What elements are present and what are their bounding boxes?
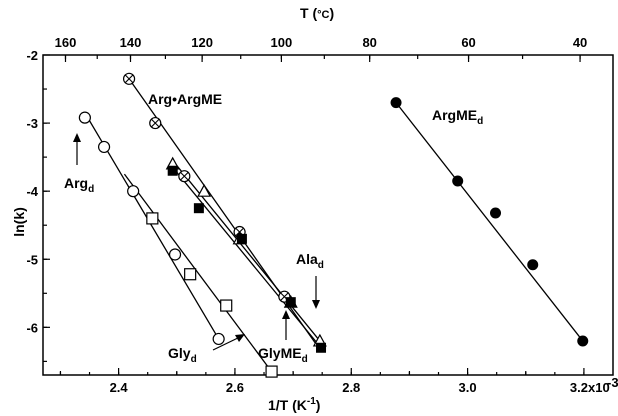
point-s1-1	[185, 269, 196, 280]
y-tick-label-3: -5	[26, 252, 38, 267]
point-s4-4	[316, 343, 326, 353]
y-tick-label-0: -2	[26, 48, 38, 63]
top-axis-ticks: 160 140 120 100 80 60 40	[55, 35, 588, 62]
label-arg-d: Argd	[64, 175, 94, 195]
x-tick-label-1: 2.6	[226, 380, 244, 395]
x-tick-label-4: 3.2x10	[570, 380, 610, 395]
top-tick-label-3: 100	[271, 35, 293, 50]
plot-frame	[43, 55, 613, 375]
label-ala-d: Alad	[296, 251, 324, 271]
label-arg-argme: Arg•ArgME	[148, 91, 222, 107]
label-gly-d: Glyd	[168, 345, 197, 365]
point-s5-3	[528, 260, 538, 270]
point-s2-1	[150, 118, 161, 129]
x-tick-label-3: 3.0	[459, 380, 477, 395]
left-axis-ticks: -2 -3 -4 -5 -6	[26, 48, 50, 361]
point-s0-3	[170, 249, 181, 260]
point-s4-1	[194, 203, 204, 213]
x-tick-label-0: 2.4	[110, 380, 129, 395]
arrow-ala-d	[312, 276, 320, 309]
top-tick-label-0: 160	[55, 35, 77, 50]
top-tick-label-6: 40	[573, 35, 587, 50]
x-tick-exponent: -3	[607, 375, 618, 390]
top-axis-title: T (°C)	[300, 5, 334, 21]
point-s4-3	[286, 297, 296, 307]
label-glyme-d: GlyMEd	[258, 345, 308, 365]
point-s0-4	[213, 333, 224, 344]
y-tick-label-4: -6	[26, 320, 38, 335]
data-markers	[79, 73, 587, 377]
arrow-glyme-d	[282, 310, 290, 340]
fit-line-5	[396, 103, 583, 341]
point-s2-0	[124, 73, 135, 84]
point-s0-2	[128, 186, 139, 197]
point-s1-2	[221, 300, 232, 311]
point-s4-2	[237, 234, 247, 244]
point-s0-0	[79, 112, 90, 123]
point-s2-2	[179, 171, 190, 182]
point-s0-1	[99, 141, 110, 152]
point-s5-2	[491, 208, 501, 218]
y-tick-label-1: -3	[26, 116, 38, 131]
point-s5-1	[453, 176, 463, 186]
top-tick-label-2: 120	[191, 35, 213, 50]
point-s1-0	[147, 213, 158, 224]
label-argme-d: ArgMEd	[432, 107, 483, 127]
top-tick-label-1: 140	[120, 35, 142, 50]
bottom-axis-ticks: 2.4 2.6 2.8 3.0 3.2x10	[60, 368, 609, 395]
arrow-arg-d	[73, 133, 81, 165]
x-tick-label-2: 2.8	[342, 380, 360, 395]
point-s4-0	[168, 166, 178, 176]
y-axis-title: ln(k)	[11, 207, 27, 237]
point-s5-4	[578, 336, 588, 346]
x-axis-title: 1/T (K-1)	[268, 396, 320, 413]
point-s1-3	[266, 366, 277, 377]
top-tick-label-4: 80	[362, 35, 376, 50]
y-tick-label-2: -4	[26, 184, 38, 199]
point-s5-0	[391, 98, 401, 108]
top-tick-label-5: 60	[461, 35, 475, 50]
